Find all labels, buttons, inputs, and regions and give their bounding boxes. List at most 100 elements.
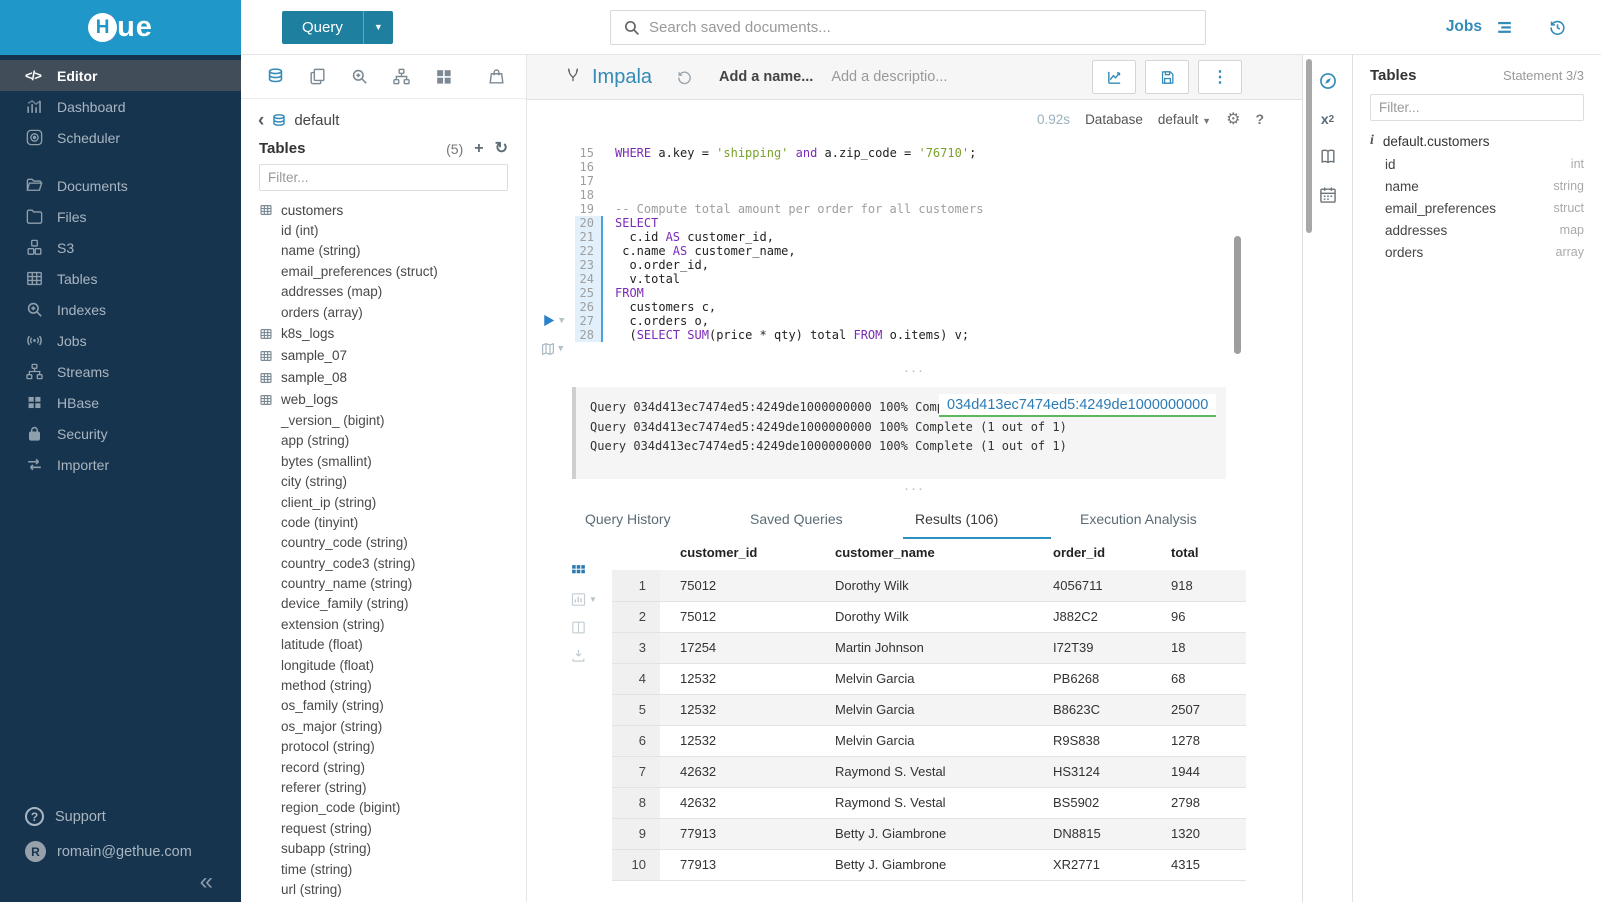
database-select[interactable]: default ▼ — [1157, 111, 1212, 127]
query-dropdown-caret[interactable]: ▼ — [362, 10, 393, 44]
snippet-history-icon[interactable] — [676, 69, 693, 86]
table-cell[interactable]: Martin Johnson — [815, 632, 1033, 664]
code-line-text[interactable] — [603, 174, 615, 188]
code-line-text[interactable]: WHERE a.key = 'shipping' and a.zip_code … — [615, 146, 977, 160]
assist-column[interactable]: latitude (float) — [281, 637, 363, 653]
tab-execution-analysis[interactable]: Execution Analysis — [1080, 511, 1197, 527]
user-menu[interactable]: R romain@gethue.com — [0, 841, 241, 862]
table-cell[interactable]: HS3124 — [1033, 756, 1151, 788]
assist-column[interactable]: longitude (float) — [281, 657, 375, 673]
run-query-button[interactable] — [540, 312, 557, 329]
sidebar-item-hbase[interactable]: HBase — [0, 387, 241, 418]
table-cell[interactable]: Raymond S. Vestal — [815, 787, 1033, 819]
code-line-text[interactable] — [603, 188, 615, 202]
table-cell[interactable]: I72T39 — [1033, 632, 1151, 664]
table-cell[interactable]: 4315 — [1151, 849, 1246, 881]
content-scrollbar[interactable] — [1306, 59, 1312, 233]
tab-query-history[interactable]: Query History — [585, 511, 671, 527]
code-line-text[interactable]: c.name AS customer_name, — [615, 244, 796, 258]
assistant-compass-icon[interactable] — [1316, 69, 1340, 93]
save-button[interactable] — [1145, 60, 1189, 94]
table-cell[interactable]: 1944 — [1151, 756, 1246, 788]
assist-column[interactable]: method (string) — [281, 678, 372, 694]
help-icon[interactable]: ? — [1255, 111, 1264, 127]
table-cell[interactable]: 12532 — [660, 725, 815, 757]
search-input[interactable] — [649, 19, 1193, 36]
assist-column[interactable]: referer (string) — [281, 779, 367, 795]
table-cell[interactable]: 17254 — [660, 632, 815, 664]
table-cell[interactable]: 75012 — [660, 601, 815, 633]
code-line-text[interactable] — [603, 160, 615, 174]
table-cell[interactable]: DN8815 — [1033, 818, 1151, 850]
new-query-button[interactable]: Query ▼ — [282, 10, 393, 44]
assist-column[interactable]: device_family (string) — [281, 596, 409, 612]
code-line-text[interactable]: SELECT — [615, 216, 659, 230]
query-history-icon[interactable] — [1548, 18, 1567, 37]
table-cell[interactable]: Dorothy Wilk — [815, 601, 1033, 633]
presentation-options-caret[interactable]: ▼ — [558, 344, 564, 354]
assist-apps-icon[interactable] — [434, 67, 453, 86]
table-cell[interactable]: 918 — [1151, 570, 1246, 602]
table-cell[interactable]: Raymond S. Vestal — [815, 756, 1033, 788]
column-header[interactable]: total — [1171, 545, 1199, 560]
code-line-text[interactable]: (SELECT SUM(price * qty) total FROM o.it… — [615, 328, 970, 342]
sidebar-item-s3[interactable]: S3 — [0, 232, 241, 263]
table-cell[interactable]: 96 — [1151, 601, 1246, 633]
code-line-text[interactable]: -- Compute total amount per order for al… — [615, 202, 984, 216]
code-line-text[interactable]: FROM — [615, 286, 644, 300]
table-cell[interactable]: 75012 — [660, 570, 815, 602]
assist-table-k8s_logs[interactable]: k8s_logs — [259, 323, 526, 345]
assist-table-customers[interactable]: customers — [259, 199, 526, 221]
sidebar-item-indexes[interactable]: Indexes — [0, 294, 241, 325]
sidebar-item-editor[interactable]: </> Editor — [0, 60, 241, 91]
sidebar-item-dashboard[interactable]: Dashboard — [0, 91, 241, 122]
active-table-entry[interactable]: i default.customers — [1370, 133, 1584, 149]
code-line-text[interactable]: o.order_id, — [615, 258, 709, 272]
presentation-mode-icon[interactable] — [540, 341, 556, 357]
more-actions-button[interactable]: ⋮ — [1198, 60, 1242, 94]
database-breadcrumb[interactable]: default — [294, 112, 340, 129]
table-cell[interactable]: 12532 — [660, 694, 815, 726]
right-panel-filter-input[interactable] — [1370, 94, 1584, 121]
assist-column[interactable]: city (string) — [281, 474, 348, 490]
right-panel-column-email_preferences[interactable]: email_preferences struct — [1370, 197, 1584, 219]
table-cell[interactable]: 2507 — [1151, 694, 1246, 726]
assist-column[interactable]: _version_ (bigint) — [281, 412, 385, 428]
resize-handle[interactable]: ··· — [904, 480, 925, 497]
sidebar-item-security[interactable]: Security — [0, 418, 241, 449]
sidebar-collapse-button[interactable]: « — [199, 868, 213, 895]
table-cell[interactable]: 68 — [1151, 663, 1246, 695]
sidebar-item-importer[interactable]: Importer — [0, 449, 241, 480]
assist-column[interactable]: time (string) — [281, 861, 353, 877]
table-cell[interactable]: 1278 — [1151, 725, 1246, 757]
sidebar-item-documents[interactable]: Documents — [0, 170, 241, 201]
table-cell[interactable]: BS5902 — [1033, 787, 1151, 819]
run-options-caret[interactable]: ▼ — [559, 315, 565, 326]
code-line-text[interactable]: c.id AS customer_id, — [615, 230, 774, 244]
jobs-button[interactable]: Jobs — [1445, 18, 1482, 35]
table-cell[interactable]: B8623C — [1033, 694, 1151, 726]
assist-column[interactable]: request (string) — [281, 820, 372, 836]
assist-column[interactable]: addresses (map) — [281, 284, 383, 300]
support-link[interactable]: ? Support — [0, 807, 241, 826]
assist-filter-input[interactable] — [259, 164, 508, 191]
assist-column[interactable]: code (tinyint) — [281, 514, 359, 530]
table-cell[interactable]: Dorothy Wilk — [815, 570, 1033, 602]
right-panel-column-name[interactable]: name string — [1370, 175, 1584, 197]
assist-column[interactable]: app (string) — [281, 433, 350, 449]
assist-column[interactable]: id (int) — [281, 223, 319, 238]
table-cell[interactable]: J882C2 — [1033, 601, 1151, 633]
table-cell[interactable]: 42632 — [660, 787, 815, 819]
download-icon[interactable] — [570, 647, 612, 664]
assist-column[interactable]: country_code3 (string) — [281, 555, 416, 571]
resize-handle[interactable]: ··· — [904, 362, 925, 379]
tab-results-106[interactable]: Results (106) — [903, 511, 1080, 539]
assist-column[interactable]: extension (string) — [281, 616, 385, 632]
assist-sitemap-icon[interactable] — [392, 67, 411, 86]
assist-column[interactable]: name (string) — [281, 243, 361, 259]
assist-column[interactable]: country_name (string) — [281, 576, 413, 592]
assist-table-sample_08[interactable]: sample_08 — [259, 367, 526, 389]
table-cell[interactable]: Melvin Garcia — [815, 725, 1033, 757]
assist-bag-icon[interactable] — [487, 67, 506, 86]
